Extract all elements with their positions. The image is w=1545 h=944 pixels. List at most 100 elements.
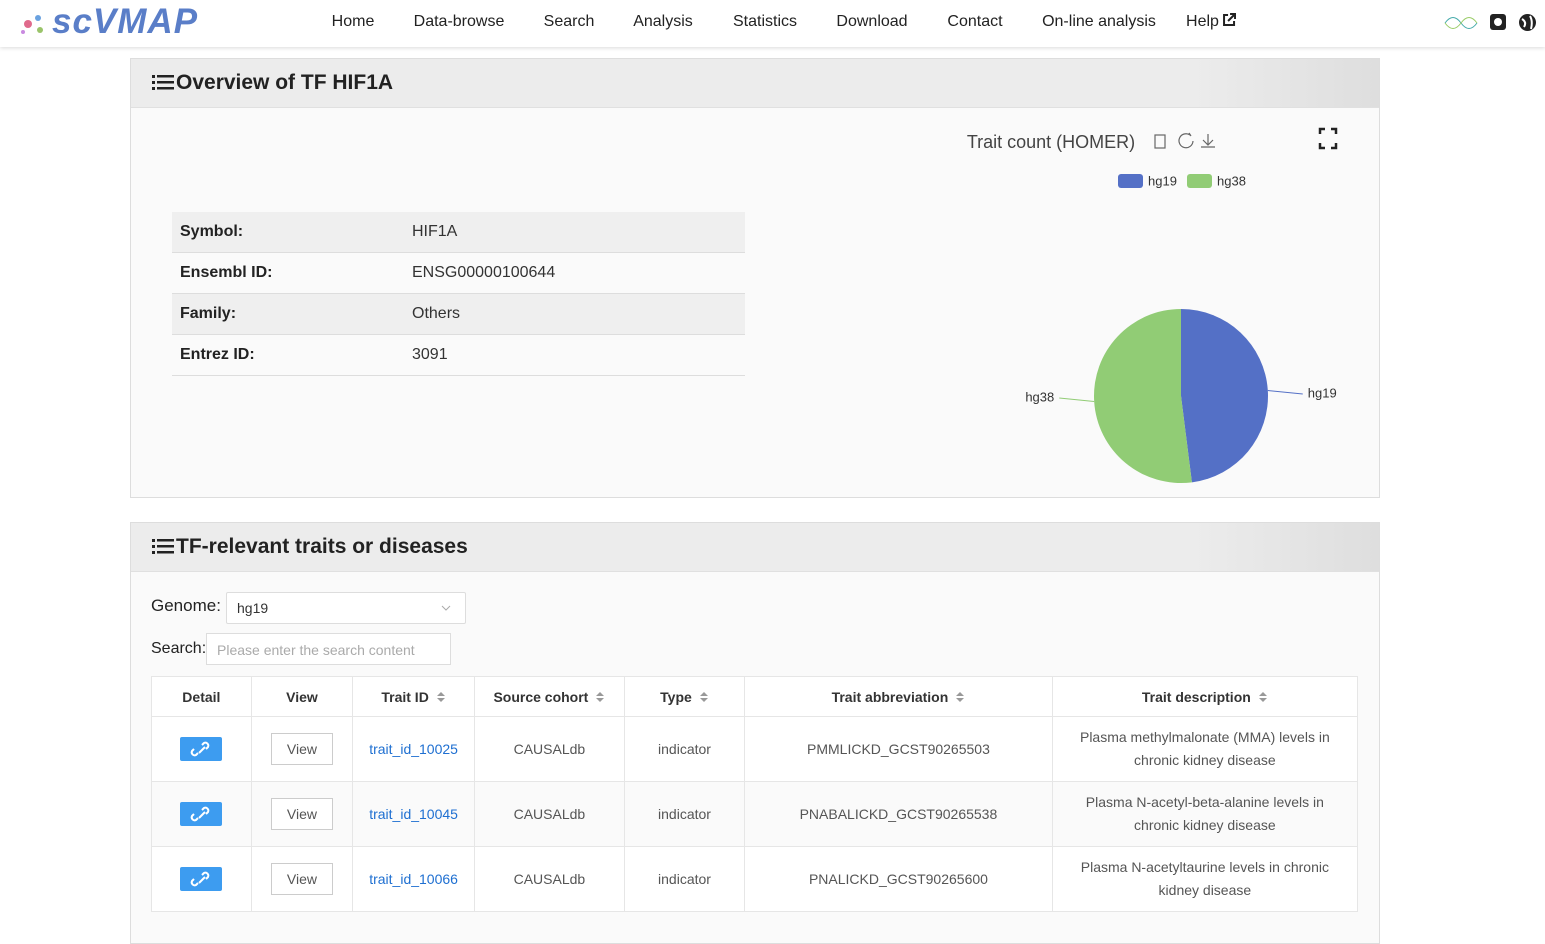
panel-header: Overview of TF HIF1A — [131, 59, 1379, 108]
table-cell: Plasma methylmalonate (MMA) levels in ch… — [1051, 716, 1359, 782]
legend-label: hg38 — [1217, 173, 1246, 188]
nav-link[interactable]: Contact — [947, 13, 1003, 30]
cell-text: PNABALICKD_GCST90265538 — [799, 806, 998, 822]
sort-arrows — [596, 691, 605, 702]
sort-icon[interactable] — [955, 691, 965, 703]
trait-description: Plasma N-acetyl-beta-alanine levels in c… — [1085, 794, 1324, 833]
table-row: View trait_id_10066 CAUSALdb indicator PNALI… — [151, 846, 1359, 912]
nav-link[interactable]: Home — [331, 13, 375, 30]
info-label: Ensembl ID: — [180, 264, 273, 281]
table-cell: View — [250, 846, 354, 912]
detail-cell — [151, 781, 252, 847]
table-row: View trait_id_10025 CAUSALdb indicator PMMLI… — [151, 716, 1359, 782]
nav-link[interactable]: Search — [543, 13, 595, 30]
logo[interactable]: scVMAP — [52, 2, 199, 41]
column-header[interactable]: Trait ID — [352, 676, 475, 717]
external-icon-path — [1222, 13, 1236, 26]
nav-link[interactable]: Analysis — [633, 13, 693, 30]
chart-title: Trait count (HOMER) — [967, 132, 1135, 152]
globe-icon[interactable] — [1518, 13, 1537, 32]
table-cell: trait_id_10025 — [352, 716, 475, 782]
list-icon — [152, 539, 174, 554]
pie-slice — [1181, 309, 1268, 483]
view-button[interactable]: View — [270, 863, 333, 895]
info-value: ENSG00000100644 — [412, 264, 556, 281]
detail-button[interactable] — [180, 802, 223, 826]
column-header[interactable]: Type — [623, 676, 746, 717]
nav-link[interactable]: Data-browse — [413, 13, 505, 30]
traits-table: Detail View Trait ID Source cohort Type Trait… — [151, 676, 1359, 912]
column-title: Trait ID — [381, 688, 429, 705]
sort-icon[interactable] — [436, 691, 446, 703]
table-cell: indicator — [623, 781, 746, 847]
view-button[interactable]: View — [270, 798, 333, 830]
legend-label: hg19 — [1148, 173, 1177, 188]
table-cell: Plasma N-acetyl-beta-alanine levels in c… — [1051, 781, 1359, 847]
detail-button[interactable] — [180, 737, 223, 761]
table-cell: Plasma N-acetyltaurine levels in chronic… — [1051, 846, 1359, 912]
cell-text: indicator — [658, 741, 711, 757]
cell-text: indicator — [658, 806, 711, 822]
sort-icon[interactable] — [1258, 691, 1268, 703]
column-title: View — [286, 688, 318, 705]
column-header[interactable]: Trait abbreviation — [744, 676, 1053, 717]
cell-text: CAUSALdb — [513, 741, 586, 757]
info-value: Others — [412, 305, 461, 322]
table-cell: CAUSALdb — [473, 781, 625, 847]
list-icon — [152, 75, 174, 90]
search-label: Search: — [151, 640, 207, 657]
info-label: Entrez ID: — [180, 346, 255, 363]
sort-arrows — [699, 691, 708, 702]
header: scVMAP Home Data-browse Search Analysis Stat… — [0, 0, 1545, 47]
nav-link[interactable]: On-line analysis — [1042, 13, 1156, 30]
column-header[interactable]: Trait description — [1051, 676, 1359, 717]
info-row: Ensembl ID: ENSG00000100644 — [172, 253, 745, 294]
view-button[interactable]: View — [270, 733, 333, 765]
detail-cell — [151, 716, 252, 782]
panel-title: Overview of TF HIF1A — [176, 71, 394, 94]
pie-chart: Trait count (HOMER) hg19 hg38 hg19 hg38 — [967, 127, 1338, 483]
trait-id-link[interactable]: trait_id_10025 — [369, 741, 458, 757]
panel-header: TF-relevant traits or diseases — [131, 523, 1379, 572]
cell-text: PNALICKD_GCST90265600 — [808, 871, 988, 887]
trait-description: Plasma N-acetyltaurine levels in chronic… — [1080, 859, 1329, 898]
toolbox[interactable] — [1154, 127, 1338, 150]
slice-label: hg38 — [1025, 389, 1054, 404]
info-label: Symbol: — [180, 223, 244, 240]
sort-icon[interactable] — [699, 691, 709, 703]
traits-panel: TF-relevant traits or diseases Genome: h… — [130, 522, 1380, 944]
sort-icon[interactable] — [595, 691, 605, 703]
column-header: View — [250, 676, 354, 717]
link-path — [191, 741, 210, 757]
panel-title: TF-relevant traits or diseases — [176, 535, 468, 558]
nav-link[interactable]: Help — [1186, 13, 1236, 31]
cell-text: CAUSALdb — [513, 806, 586, 822]
info-label: Family: — [180, 305, 237, 322]
table-cell: PMMLICKD_GCST90265503 — [744, 716, 1053, 782]
link-icon — [191, 741, 210, 757]
table-cell: CAUSALdb — [473, 716, 625, 782]
info-value: 3091 — [412, 346, 448, 363]
table-cell: View — [250, 716, 354, 782]
slice-label: hg19 — [1308, 385, 1337, 400]
column-header[interactable]: Source cohort — [473, 676, 625, 717]
trait-description: Plasma methylmalonate (MMA) levels in ch… — [1079, 729, 1330, 768]
search-input[interactable]: Please enter the search content — [206, 633, 451, 665]
info-row: Family: Others — [172, 294, 745, 335]
column-title: Trait description — [1141, 688, 1251, 705]
table-cell: indicator — [623, 716, 746, 782]
genome-select[interactable]: hg19 — [226, 592, 466, 624]
legend-swatch — [1118, 174, 1143, 188]
dna-icon[interactable] — [1443, 12, 1479, 34]
detail-button[interactable] — [180, 867, 223, 891]
nav-link[interactable]: Statistics — [732, 13, 798, 30]
column-title: Type — [660, 688, 692, 705]
nav-link[interactable]: Download — [836, 13, 908, 30]
table-cell: indicator — [623, 846, 746, 912]
github-icon[interactable] — [1489, 13, 1507, 31]
trait-id-link[interactable]: trait_id_10045 — [369, 806, 458, 822]
table-cell: PNALICKD_GCST90265600 — [744, 846, 1053, 912]
column-title: Detail — [182, 688, 221, 705]
trait-id-link[interactable]: trait_id_10066 — [369, 871, 458, 887]
